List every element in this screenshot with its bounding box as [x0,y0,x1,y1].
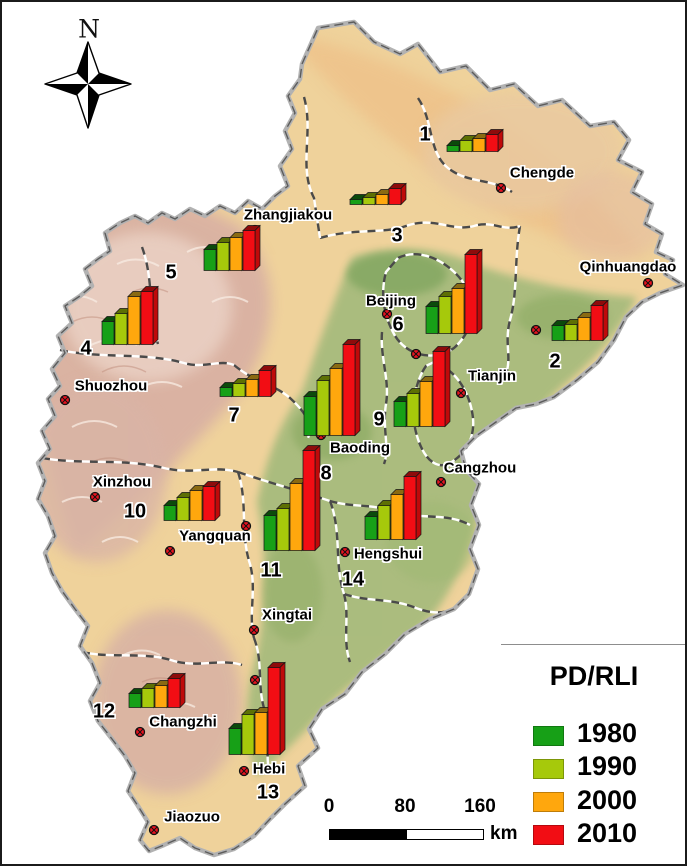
legend-swatch-2000 [533,792,564,813]
region-number-2: 2 [549,350,561,373]
pd-rli-chart-region-9 [393,345,451,428]
pd-rli-chart-region-13 [228,661,286,756]
region-number-3: 3 [391,224,403,247]
legend-swatch-2010 [533,825,564,846]
city-label-xinzhou: Xinzhou [92,473,152,491]
legend-swatch-1990 [533,758,564,779]
city-label-tianjin: Tianjin [467,367,517,385]
scale-bar: 0 80 160 km [312,796,542,848]
legend-item-2010: 2010 [533,818,637,848]
city-dot-beijing [381,308,393,320]
scale-unit-label: km [490,823,518,844]
city-label-yangquan: Yangquan [179,527,251,545]
city-dot-chengde [495,182,507,194]
pd-rli-chart-region-4 [101,285,159,346]
city-label-zhangjiakou: Zhangjiakou [243,206,333,224]
scale-tick-160: 160 [464,796,496,817]
city-label-shuozhou: Shuozhou [74,377,148,395]
city-label-beijing: Beijing [365,292,417,310]
city-dot-unlabeled-4 [249,674,261,686]
city-dot-unlabeled-1 [410,348,422,360]
legend-item-1990: 1990 [533,751,637,781]
city-label-hebi: Hebi [252,760,286,778]
city-label-qinhuangdao: Qinhuangdao [579,258,677,276]
region-number-12: 12 [92,700,116,723]
city-label-chengde: Chengde [509,164,575,182]
pd-rli-chart-region-7 [219,364,277,398]
pd-rli-chart-region-1 [446,128,504,153]
pd-rli-chart-region-2 [551,299,609,342]
city-dot-changzhi [134,726,146,738]
city-label-xingtai: Xingtai [261,606,313,624]
legend-title: PD/RLI [549,661,639,691]
region-number-10: 10 [123,500,147,523]
region-number-11: 11 [260,559,282,582]
city-dot-unlabeled-3 [240,520,252,532]
pd-rli-chart-region-3 [349,182,407,206]
compass-north-label: N [78,14,100,44]
city-label-jiaozuo: Jiaozuo [164,808,220,826]
city-dot-qinhuangdao [642,277,654,289]
city-dot-jiaozuo [148,824,160,836]
region-number-6: 6 [392,313,404,336]
compass-star-icon [44,41,132,129]
scale-rule [329,829,484,840]
region-number-14: 14 [341,568,365,591]
pd-rli-chart-region-10 [163,480,221,522]
city-label-baoding: Baoding [330,439,390,457]
city-dot-hengshui [339,546,351,558]
region-number-1: 1 [419,123,431,146]
legend-year-label: 1980 [577,718,638,748]
region-number-5: 5 [165,261,177,284]
pd-rli-chart-region-6 [425,248,483,335]
region-number-4: 4 [80,337,92,360]
pd-rli-chart-region-11 [263,444,321,552]
city-dot-hebi [238,765,250,777]
city-dot-xinzhou [89,491,101,503]
pd-rli-chart-region-14 [364,470,422,541]
pd-rli-chart-region-12 [128,672,186,709]
city-dot-tianjin [455,387,467,399]
scale-tick-0: 0 [323,796,335,817]
pd-rli-chart-region-5 [203,224,261,272]
legend-year-label: 2010 [577,817,638,848]
region-number-8: 8 [320,462,332,485]
legend-item-1980: 1980 [533,718,637,748]
scale-rule-filled-half [330,830,407,839]
city-label-cangzhou: Cangzhou [443,459,517,477]
city-label-changzhi: Changzhi [149,713,217,731]
legend-year-label: 1990 [577,751,638,782]
city-label-hengshui: Hengshui [353,545,423,563]
scale-tick-80: 80 [394,796,416,817]
region-number-9: 9 [373,408,385,431]
legend-panel: PD/RLI 1980 1990 2000 2010 [501,644,685,864]
legend-year-label: 2000 [577,784,638,815]
legend-swatch-1980 [533,725,564,746]
city-dot-cangzhou [435,476,447,488]
pd-rli-chart-region-8 [303,338,361,437]
city-dot-xingtai [248,624,260,636]
compass-rose: N [2,2,162,142]
legend-item-2000: 2000 [533,785,637,815]
region-number-13: 13 [256,781,280,804]
city-dot-unlabeled-2 [530,324,542,336]
city-dot-shuozhou [59,394,71,406]
region-number-7: 7 [228,404,240,427]
city-dot-yangquan [164,545,176,557]
